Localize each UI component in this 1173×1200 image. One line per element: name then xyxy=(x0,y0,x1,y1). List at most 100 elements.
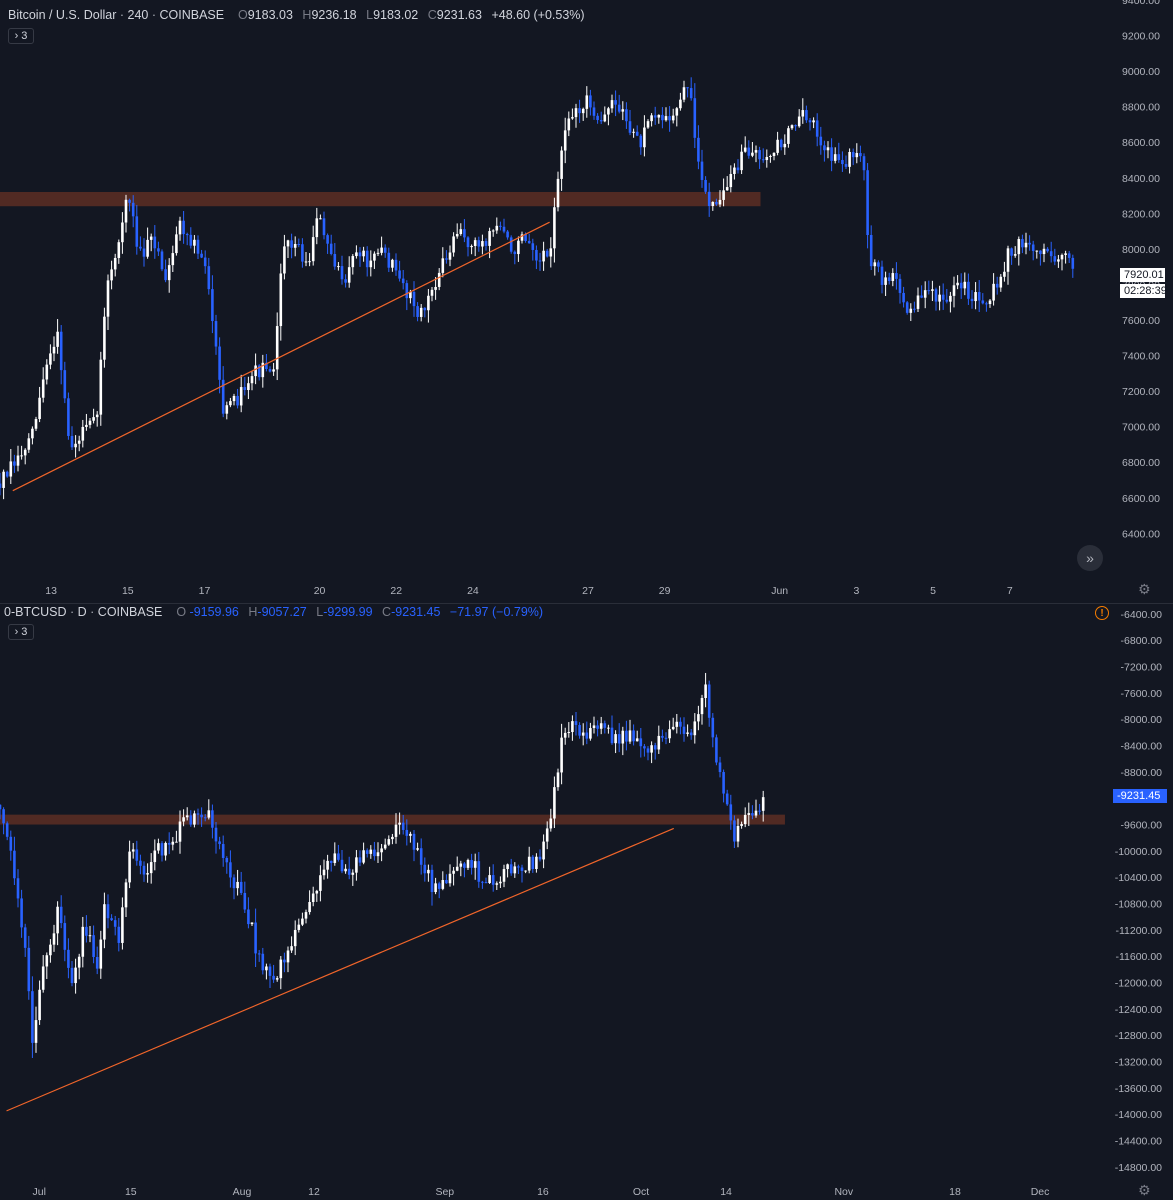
bottom-candle xyxy=(272,964,275,983)
top-y-tick-label: 9000.00 xyxy=(1122,66,1160,78)
top-candle xyxy=(866,163,869,249)
bottom-candle xyxy=(41,955,45,993)
top-candle xyxy=(772,152,776,161)
top-candle xyxy=(470,244,473,255)
bottom-trendline[interactable] xyxy=(6,827,674,1112)
top-symbol[interactable]: Bitcoin / U.S. Dollar xyxy=(8,8,117,22)
top-candle xyxy=(754,145,758,163)
top-candle xyxy=(250,370,254,391)
data-warning-icon[interactable]: ! xyxy=(1095,606,1109,620)
top-candle xyxy=(826,141,830,159)
bottom-chart-pane[interactable]: -6400.00 -6800.00 -7200.00 -7600.00 -8000.00… xyxy=(0,604,1173,1200)
top-candle xyxy=(207,257,211,295)
bottom-candle xyxy=(322,859,326,880)
top-candle xyxy=(185,232,189,246)
top-candle xyxy=(0,472,2,496)
bottom-x-tick-label: 16 xyxy=(537,1186,549,1198)
top-trendline[interactable] xyxy=(12,221,550,492)
top-candle xyxy=(693,83,697,148)
bottom-candle xyxy=(567,722,571,738)
bottom-candle xyxy=(740,821,743,829)
top-candle xyxy=(628,109,632,136)
top-candle xyxy=(841,151,844,172)
bottom-candle xyxy=(405,819,409,846)
top-candle xyxy=(419,304,423,322)
top-candle xyxy=(196,235,200,259)
bottom-candle xyxy=(401,814,405,835)
top-candle xyxy=(873,259,877,276)
bottom-candle xyxy=(279,956,283,990)
bottom-settings-gear-icon[interactable]: ⚙ xyxy=(1138,1182,1151,1198)
top-candle xyxy=(301,238,304,268)
top-candle xyxy=(56,319,59,354)
bottom-candle xyxy=(326,854,329,879)
top-x-tick-label: 3 xyxy=(853,585,859,597)
bottom-resistance-band[interactable] xyxy=(0,814,785,825)
bottom-candle xyxy=(671,717,675,731)
top-x-tick-label: Jun xyxy=(771,585,788,597)
top-candle xyxy=(448,245,452,267)
top-candle xyxy=(596,113,599,124)
top-resistance-band[interactable] xyxy=(0,192,761,207)
top-high-label: H xyxy=(302,8,312,22)
bottom-candle xyxy=(661,729,664,742)
bottom-candle xyxy=(524,870,527,874)
top-indicators-toggle-button[interactable]: › 3 xyxy=(8,28,34,44)
bottom-candle xyxy=(149,853,153,884)
bottom-candle xyxy=(214,822,218,854)
top-chart-canvas[interactable]: 9400.00 9200.00 9000.00 8800.00 8600.00 8400.… xyxy=(0,0,1173,604)
top-chart-pane[interactable]: 9400.00 9200.00 9000.00 8800.00 8600.00 8400.… xyxy=(0,0,1173,604)
top-candle xyxy=(689,77,693,101)
bottom-candle xyxy=(477,852,481,888)
top-candle xyxy=(599,111,603,125)
top-candle xyxy=(646,119,650,129)
top-y-tick-label: 8600.00 xyxy=(1122,137,1160,149)
top-y-tick-label: 7200.00 xyxy=(1122,386,1160,398)
top-candle xyxy=(236,388,239,409)
top-candle xyxy=(527,233,531,244)
bottom-chart-legend: 0-BTCUSD · D · COINBASE O -9159.96 H-905… xyxy=(4,605,544,619)
top-candle xyxy=(736,159,740,174)
bottom-candle xyxy=(549,808,553,832)
top-candle xyxy=(401,270,405,290)
bottom-candle xyxy=(430,864,434,906)
top-candle xyxy=(355,245,358,259)
top-candle xyxy=(103,307,106,368)
top-candle xyxy=(214,314,218,355)
top-candle xyxy=(441,247,445,278)
scroll-to-realtime-button[interactable]: » xyxy=(1077,545,1103,571)
top-candle xyxy=(275,312,279,381)
bottom-candle xyxy=(59,895,63,929)
bottom-symbol[interactable]: 0-BTCUSD xyxy=(4,605,67,619)
top-candle xyxy=(110,260,113,290)
top-interval[interactable]: 240 xyxy=(127,8,149,22)
top-candle xyxy=(1028,235,1031,251)
top-candle xyxy=(833,147,837,164)
top-candle xyxy=(1060,253,1064,271)
top-candle xyxy=(203,250,207,274)
bottom-candle xyxy=(725,789,729,806)
bottom-candle xyxy=(139,854,142,875)
top-candle xyxy=(455,223,459,239)
bottom-candle xyxy=(607,724,610,734)
top-settings-gear-icon[interactable]: ⚙ xyxy=(1138,581,1151,597)
bottom-interval[interactable]: D xyxy=(77,605,87,619)
top-candle xyxy=(365,246,369,277)
top-candle xyxy=(9,448,13,485)
bottom-candle xyxy=(394,813,398,844)
bottom-candle xyxy=(653,742,657,760)
pane-separator[interactable] xyxy=(0,603,1173,604)
top-candle xyxy=(121,212,124,254)
top-candle xyxy=(383,244,387,258)
top-candle xyxy=(891,268,895,287)
top-candle xyxy=(337,262,340,271)
bottom-change-value: −71.97 (−0.79%) xyxy=(449,605,544,619)
top-candle xyxy=(808,117,812,131)
bottom-open-label: O xyxy=(176,605,187,619)
top-candle xyxy=(801,98,805,124)
top-candles xyxy=(0,77,1075,500)
top-candle xyxy=(988,299,992,308)
bottom-chart-canvas[interactable]: -6400.00 -6800.00 -7200.00 -7600.00 -8000.00… xyxy=(0,604,1173,1200)
bottom-indicators-toggle-button[interactable]: › 3 xyxy=(8,624,34,640)
top-candle xyxy=(751,142,754,158)
